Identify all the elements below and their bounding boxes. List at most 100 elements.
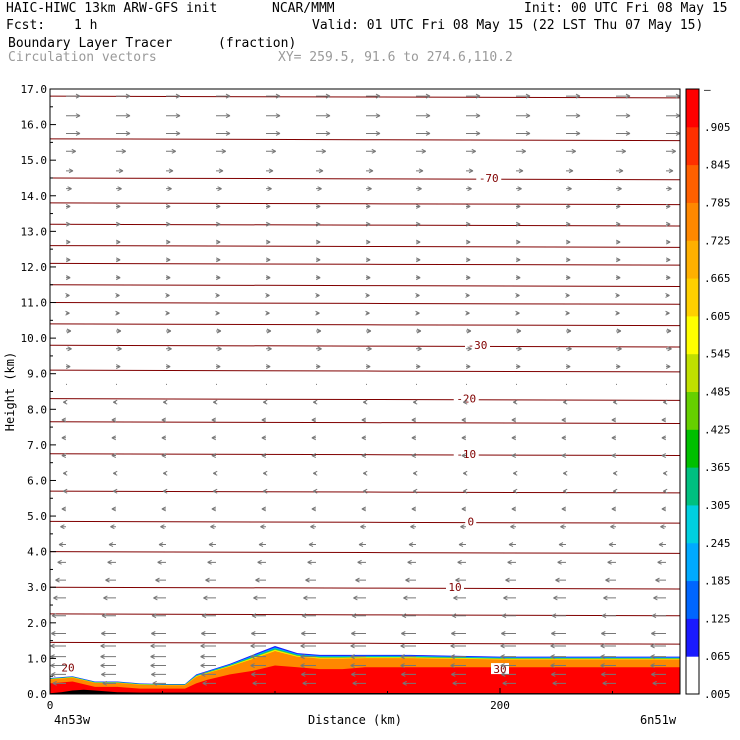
circulation-vector: [651, 631, 666, 636]
circulation-vector: [315, 257, 321, 263]
circulation-vector: [216, 346, 222, 352]
circulation-vector: [665, 221, 671, 227]
circulation-vector: [366, 113, 381, 119]
circulation-vector: [357, 559, 366, 565]
circulation-vector: [100, 643, 116, 649]
circulation-vector: [201, 613, 216, 619]
circulation-vector: [608, 542, 616, 547]
circulation-vector: [566, 346, 572, 352]
circulation-vector: [615, 292, 620, 298]
circulation-vector: [551, 631, 566, 636]
circulation-vector: [116, 186, 122, 192]
circulation-vector: [555, 577, 566, 583]
contour-label: 0: [467, 515, 474, 528]
x-axis-label: Distance (km): [308, 713, 402, 727]
circulation-vector: [365, 275, 371, 281]
circulation-vector: [412, 399, 418, 405]
circulation-vector: [215, 275, 221, 281]
circulation-vector: [565, 364, 571, 370]
circulation-vector: [366, 186, 372, 192]
circulation-vector: [615, 364, 621, 370]
circulation-vector: [662, 470, 668, 476]
circulation-vector: [666, 131, 681, 136]
circulation-vector: [301, 671, 316, 677]
colorbar-label: .845: [704, 159, 731, 172]
circulation-vector: [566, 131, 581, 136]
circulation-vector: [615, 221, 621, 227]
circulation-vector: [50, 643, 66, 649]
circulation-vector: [411, 506, 417, 512]
circulation-vector: [215, 257, 221, 263]
circulation-vector: [365, 203, 371, 209]
colorbar-frame: [685, 88, 700, 695]
colorbar-label: .245: [704, 537, 731, 550]
circulation-vector: [566, 168, 574, 174]
circulation-vector: [65, 364, 71, 370]
circulation-vector: [200, 654, 216, 660]
circulation-vector: [251, 613, 266, 619]
circulation-vector: [516, 131, 531, 136]
circulation-vector: [516, 346, 522, 352]
circulation-vector: [351, 631, 366, 636]
circulation-vector: [315, 364, 321, 370]
circulation-vector: [58, 542, 66, 547]
circulation-vector: [362, 470, 368, 476]
circulation-vector: [250, 663, 266, 668]
circulation-vector: [350, 663, 366, 668]
circulation-vector: [111, 417, 117, 423]
y-tick-label: 10.0: [21, 332, 48, 345]
circulation-vector: [103, 595, 116, 601]
circulation-vector: [607, 559, 616, 565]
circulation-vector: [350, 654, 366, 660]
circulation-vector: [415, 203, 421, 209]
circulation-vector: [201, 631, 216, 636]
circulation-vector: [66, 186, 72, 192]
circulation-vector: [211, 435, 217, 441]
colorbar-segment: [686, 618, 699, 657]
circulation-vector: [616, 148, 627, 154]
circulation-vector: [116, 168, 124, 174]
y-tick-label: 11.0: [21, 297, 48, 310]
circulation-vector: [65, 310, 70, 316]
circulation-vector: [665, 364, 671, 370]
circulation-vector: [61, 506, 67, 512]
circulation-vector: [465, 221, 471, 227]
circulation-vector: [116, 131, 131, 136]
colorbar-segment: [686, 504, 699, 544]
circulation-vector: [300, 643, 316, 649]
colorbar-segment: [686, 240, 699, 279]
temperature-contour: [49, 223, 681, 227]
circulation-vector: [301, 613, 316, 619]
circulation-vector: [511, 417, 517, 423]
colorbar-label: .545: [704, 348, 731, 361]
circulation-vector: [51, 671, 66, 677]
circulation-vector: [512, 488, 518, 494]
circulation-vector: [108, 542, 116, 547]
circulation-vector: [565, 275, 571, 281]
colorbar-label: –: [704, 83, 711, 96]
circulation-vector: [461, 506, 467, 512]
circulation-vector: [652, 680, 666, 686]
circulation-vector: [550, 643, 566, 649]
circulation-vector: [62, 488, 68, 494]
temperature-contour: [49, 95, 681, 99]
circulation-vector: [311, 435, 317, 441]
temperature-contour: [49, 323, 681, 327]
circulation-vector: [265, 239, 271, 245]
institution: NCAR/MMM: [272, 1, 335, 16]
circulation-vector: [151, 613, 166, 619]
y-axis-label: Height (km): [3, 352, 17, 431]
overlay-name: Circulation vectors: [8, 50, 157, 65]
x-tick-label: 200: [490, 699, 510, 712]
circulation-vector: [362, 488, 368, 494]
circulation-vector: [316, 93, 331, 99]
colorbar-segment: [686, 278, 699, 317]
circulation-vector: [316, 186, 322, 192]
circulation-vector: [165, 221, 171, 227]
circulation-vector: [465, 364, 471, 370]
circulation-vector: [361, 417, 367, 423]
circulation-vector: [301, 631, 316, 636]
circulation-vector: [166, 93, 181, 99]
circulation-vector: [600, 663, 616, 668]
colorbar-segment: [686, 467, 699, 506]
